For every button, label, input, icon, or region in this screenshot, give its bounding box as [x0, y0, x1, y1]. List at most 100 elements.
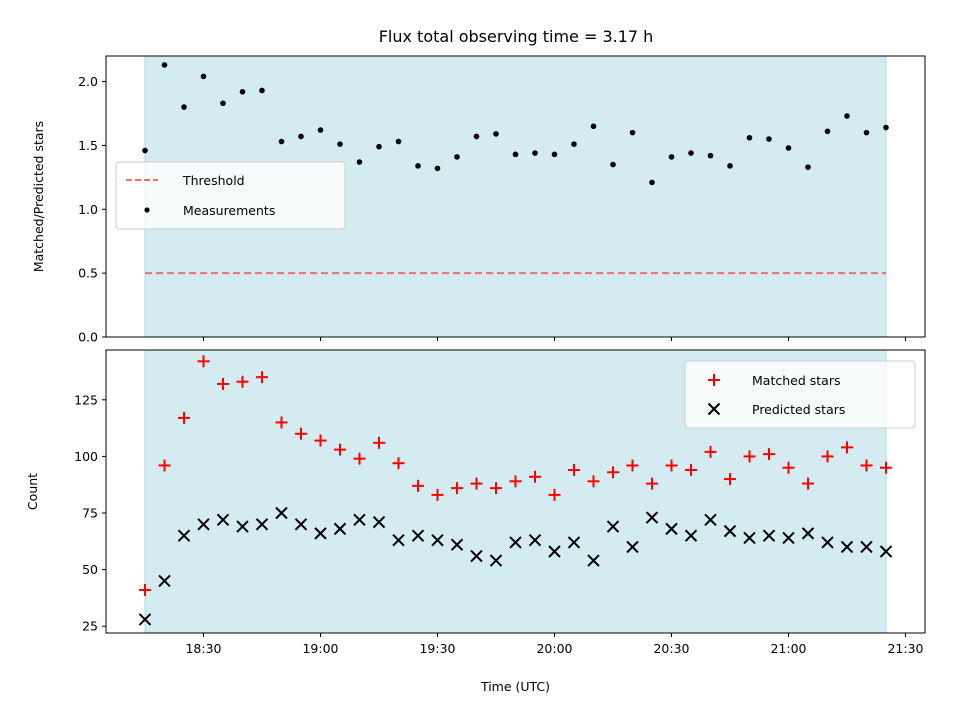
predicted-star-point [626, 540, 639, 554]
measurement-point [181, 104, 187, 110]
predicted-star-point-b [197, 518, 210, 531]
chart-title: Flux total observing time = 3.17 h [379, 27, 654, 46]
predicted-star-point-b [704, 513, 717, 527]
predicted-star-point [723, 524, 737, 538]
top-y-axis-label: Matched/Predicted stars [31, 121, 46, 272]
measurement-point [707, 152, 714, 159]
predicted-star-point [392, 533, 405, 547]
bottom-axes-frame [105, 349, 926, 634]
matched-star-point [646, 477, 658, 490]
predicted-star-point [684, 529, 698, 542]
top-ytick-label: 0.5 [78, 266, 98, 281]
x-tick-label: 20:00 [536, 641, 572, 656]
measurement-point [512, 151, 519, 158]
predicted-star-point-b [840, 540, 854, 554]
predicted-star-point [743, 531, 756, 545]
predicted-star-point-b [548, 545, 561, 558]
measurement-point [785, 145, 792, 151]
predicted-star-point-b [762, 529, 776, 542]
legend-measurements-swatch [144, 207, 150, 213]
x-tick-label: 20:30 [653, 641, 689, 656]
predicted-star-point [353, 513, 366, 527]
x-tick-label: 18:30 [185, 641, 221, 656]
x-tick-label: 21:30 [887, 641, 923, 656]
matched-star-point [704, 445, 717, 458]
legend-matched-swatch [708, 374, 720, 386]
top-legend-box [115, 161, 346, 230]
predicted-star-point [236, 520, 249, 533]
predicted-star-point [333, 522, 347, 536]
measurement-point [610, 161, 616, 168]
measurement-point [629, 129, 636, 136]
matched-star-point [197, 355, 210, 368]
matched-star-point [782, 461, 795, 474]
measurement-point [278, 138, 285, 145]
matched-star-point [470, 477, 483, 490]
measurement-point [668, 154, 675, 160]
measurement-point [356, 159, 363, 165]
matched-star-point [509, 475, 522, 488]
legend-predicted-marker-b [707, 402, 721, 416]
bottom-legend-box [684, 360, 916, 429]
matched-star-point [353, 452, 366, 465]
measurement-point [649, 179, 655, 186]
predicted-star-point [216, 513, 230, 527]
bottom-legend: Matched stars Predicted stars [684, 360, 916, 429]
top-series [142, 62, 889, 275]
predicted-star-point [606, 520, 620, 533]
predicted-star-point-b [236, 520, 249, 533]
predicted-star-point-b [489, 554, 503, 567]
top-ytick-label: 2.0 [78, 74, 98, 89]
predicted-star-point [704, 513, 717, 527]
bottom-series [138, 355, 893, 626]
matched-star-point [158, 459, 171, 472]
predicted-star-point [197, 518, 210, 531]
measurement-point [317, 127, 324, 133]
top-axes-frame [105, 55, 926, 338]
top-ytick-label: 1.0 [78, 202, 98, 217]
matched-star-point [431, 488, 444, 501]
legend-predicted-marker [707, 402, 721, 416]
predicted-star-point-b [138, 613, 152, 626]
predicted-star-point [782, 531, 795, 545]
matched-star-point [880, 461, 892, 474]
bottom-y-axis-label: Count [25, 473, 40, 510]
bot-ytick-label: 75 [82, 506, 98, 521]
predicted-star-point [138, 613, 152, 626]
measurement-point [239, 88, 246, 95]
predicted-star-point-b [470, 549, 483, 563]
measurement-point [824, 128, 831, 135]
predicted-star-point-b [450, 538, 464, 551]
predicted-star-point-b [255, 518, 269, 531]
predicted-star-point-b [314, 527, 327, 540]
measurement-point [727, 163, 733, 169]
measurement-point [434, 165, 441, 172]
top-x-ticks [203, 337, 906, 341]
measurement-point [220, 100, 226, 107]
legend-measurements-label: Measurements [183, 203, 275, 218]
predicted-star-point [665, 522, 678, 536]
predicted-star-point-b [333, 522, 347, 536]
matched-star-point [802, 477, 814, 490]
predicted-star-point-b [567, 536, 581, 549]
measurement-point [863, 129, 870, 136]
predicted-star-point-b [411, 529, 425, 542]
predicted-star-point-b [372, 515, 386, 529]
predicted-star-point-b [158, 574, 171, 588]
predicted-star-point [431, 533, 444, 547]
matched-star-point [236, 375, 249, 388]
x-tick-label: 21:00 [770, 641, 806, 656]
measurement-point [395, 138, 402, 145]
bot-ytick-label: 25 [82, 619, 98, 634]
measurement-point [805, 164, 811, 170]
matched-star-point [587, 475, 600, 488]
predicted-star-point-b [743, 531, 756, 545]
matched-star-point [314, 434, 327, 447]
matched-star-point [451, 482, 463, 495]
measurement-point [337, 141, 343, 147]
x-tick-label: 19:30 [419, 641, 455, 656]
bottom-x-ticks: 18:30 19:00 19:30 20:00 20:30 21:00 21:30 [185, 633, 924, 656]
matched-star-point [373, 436, 385, 449]
predicted-star-point [314, 527, 327, 540]
bottom-y-ticks: 25 50 75 100 125 [74, 392, 106, 634]
